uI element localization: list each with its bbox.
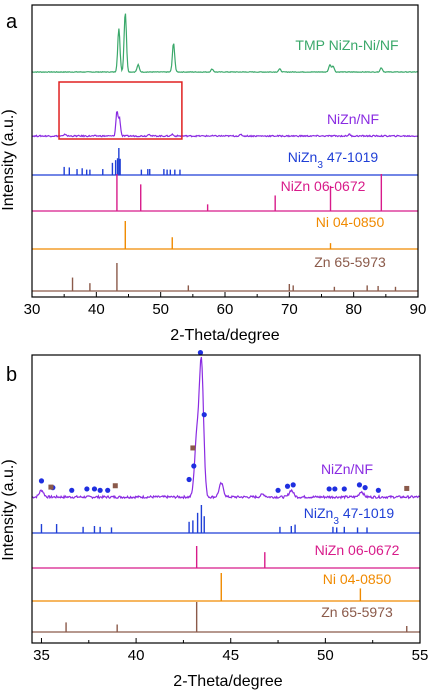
series-nizn-06-0672: NiZn 06-0672 bbox=[32, 542, 420, 569]
x-tick-label: 40 bbox=[88, 301, 105, 318]
series-nizn3-47-1019: NiZn3 47-1019 bbox=[32, 148, 418, 176]
zn-marker bbox=[404, 485, 410, 491]
panel-a-frame bbox=[31, 4, 419, 298]
pattern-line bbox=[31, 111, 419, 138]
nizn3-marker bbox=[97, 487, 103, 493]
series-label: Ni 04-0850 bbox=[316, 214, 385, 230]
series-label: NiZn/NF bbox=[327, 111, 379, 127]
series-label: NiZn 06-0672 bbox=[281, 178, 366, 194]
x-tick-label: 80 bbox=[345, 301, 362, 318]
series-label: Zn 65-5973 bbox=[321, 604, 393, 620]
x-tick-label: 55 bbox=[412, 647, 429, 664]
nizn3-marker bbox=[191, 463, 197, 469]
nizn3-marker bbox=[375, 487, 381, 493]
panel-a-plot: 30 40 50 60 70 80 90 TMP NiZn-Ni/NF NiZn/NF NiZn3… bbox=[24, 13, 427, 318]
nizn3-marker bbox=[186, 476, 192, 483]
nizn3-marker bbox=[38, 478, 45, 484]
nizn3-marker bbox=[105, 487, 111, 493]
nizn3-marker bbox=[91, 486, 98, 492]
x-tick-label: 40 bbox=[128, 647, 145, 664]
series-nizn-nf: NiZn/NF bbox=[31, 111, 419, 138]
x-tick-label: 35 bbox=[33, 647, 50, 664]
x-tick-label: 30 bbox=[24, 301, 41, 318]
series-zn-65-5973: Zn 65-5973 bbox=[32, 602, 420, 633]
panel-b-xlabel: 2-Theta/degree bbox=[173, 673, 283, 690]
panel-a-xlabel: 2-Theta/degree bbox=[170, 327, 280, 344]
nizn3-marker bbox=[326, 486, 332, 492]
nizn3-marker bbox=[356, 482, 363, 488]
nizn3-marker bbox=[201, 412, 207, 418]
series-nizn3-47-1019: NiZn3 47-1019 bbox=[32, 505, 420, 534]
nizn3-marker bbox=[290, 482, 296, 488]
nizn3-marker bbox=[284, 483, 291, 489]
highlight-box bbox=[58, 81, 183, 140]
series-ni-04-0850: Ni 04-0850 bbox=[32, 571, 420, 602]
series-ni-04-0850: Ni 04-0850 bbox=[32, 214, 418, 250]
nizn3-marker bbox=[362, 485, 368, 491]
x-tick-label: 50 bbox=[317, 647, 334, 664]
series-label: NiZn/NF bbox=[321, 461, 373, 477]
nizn3-marker bbox=[197, 350, 204, 356]
x-tick-label: 90 bbox=[410, 301, 427, 318]
zn-marker bbox=[190, 445, 196, 451]
series-tmp-nizn-ni-nf: TMP NiZn-Ni/NF bbox=[32, 13, 418, 74]
series-label: NiZn3 47-1019 bbox=[304, 505, 395, 527]
nizn3-marker bbox=[332, 486, 338, 492]
x-tick-label: 50 bbox=[152, 301, 169, 318]
panel-a: a Intensity (a.u.) 2-Theta/degree 30 40 50… bbox=[0, 4, 427, 344]
nizn3-marker bbox=[341, 486, 347, 492]
nizn3-marker bbox=[69, 487, 75, 493]
panel-a-ylabel: Intensity (a.u.) bbox=[0, 109, 17, 210]
series-label: NiZn3 47-1019 bbox=[288, 149, 379, 171]
x-tick-label: 45 bbox=[222, 647, 239, 664]
panel-a-label: a bbox=[6, 11, 18, 33]
panel-b-ylabel: Intensity (a.u.) bbox=[0, 459, 17, 560]
nizn3-marker bbox=[275, 487, 281, 493]
pattern-line bbox=[32, 13, 418, 74]
series-label: Ni 04-0850 bbox=[323, 571, 392, 587]
series-label: NiZn 06-0672 bbox=[315, 542, 400, 558]
zn-marker bbox=[48, 484, 54, 490]
series-label: Zn 65-5973 bbox=[314, 254, 386, 270]
nizn3-marker bbox=[84, 486, 90, 492]
x-tick-label: 70 bbox=[281, 301, 298, 318]
x-tick-label: 60 bbox=[217, 301, 234, 318]
zn-marker bbox=[112, 483, 118, 489]
panel-b-label: b bbox=[6, 364, 17, 386]
panel-b-plot: 35 40 45 50 55 NiZn/NF NiZn3 47-1019 NiZn 06-06… bbox=[31, 350, 429, 664]
panel-b: b Intensity (a.u.) 2-Theta/degree 35 40 45… bbox=[0, 350, 428, 690]
series-zn-65-5973: Zn 65-5973 bbox=[32, 254, 418, 292]
series-nizn-nf: NiZn/NF bbox=[31, 350, 421, 500]
panel-b-frame bbox=[31, 354, 421, 644]
series-label: TMP NiZn-Ni/NF bbox=[295, 37, 398, 53]
series-nizn-06-0672: NiZn 06-0672 bbox=[32, 174, 418, 212]
pattern-line bbox=[31, 356, 421, 500]
